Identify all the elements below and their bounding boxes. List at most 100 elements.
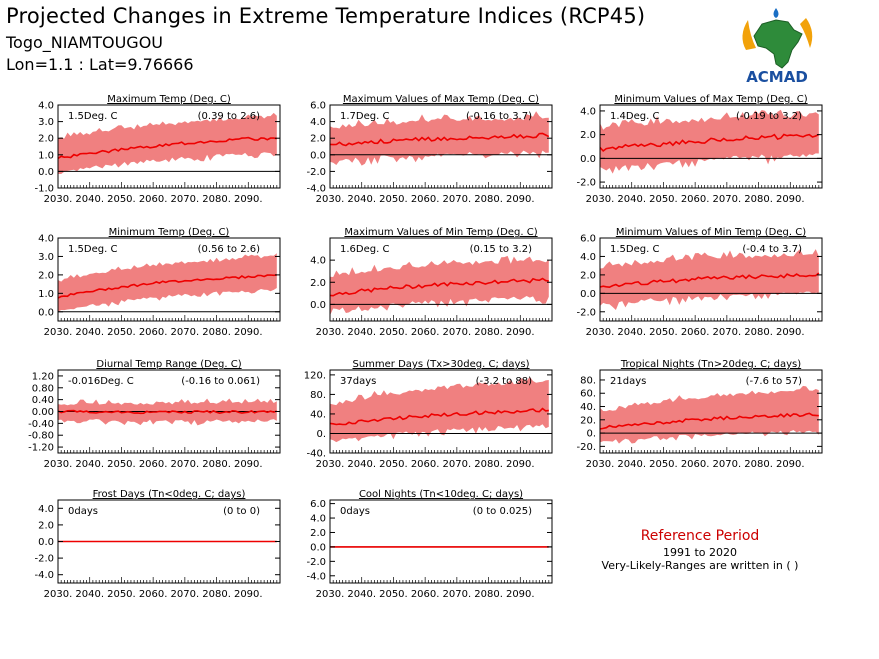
- x-tick-label: 2070.: [443, 194, 472, 205]
- x-tick-label: 2070.: [171, 459, 200, 470]
- y-tick-label: 60.: [580, 389, 596, 400]
- station-coordinates: Lon=1.1 : Lat=9.76666: [6, 55, 194, 74]
- chart-summary-value: 1.7Deg. C: [340, 111, 389, 122]
- y-tick-label: 2.0: [38, 520, 54, 531]
- y-tick-label: 2.0: [38, 270, 54, 281]
- median-line: [599, 133, 820, 152]
- x-tick-label: 2090.: [234, 589, 263, 600]
- chart-title: Tropical Nights (Tn>20deg. C; days): [620, 359, 801, 370]
- x-tick-label: 2030.: [44, 194, 73, 205]
- station-name: Togo_NIAMTOUGOU: [6, 33, 164, 52]
- chart-panel: 4.0 3.0 2.0 1.0 0.0 2030. 2040. 2050. 2060. 2070.…: [38, 227, 281, 338]
- x-tick-label: 2030.: [44, 589, 73, 600]
- x-tick-label: 2040.: [347, 327, 376, 338]
- x-tick-label: 2090.: [776, 459, 805, 470]
- y-tick-label: 80.: [310, 390, 326, 401]
- x-tick-label: 2090.: [776, 327, 805, 338]
- median-line: [329, 407, 549, 426]
- x-tick-label: 2090.: [506, 589, 535, 600]
- y-tick-label: -0.80: [28, 431, 54, 442]
- x-tick-label: 2030.: [44, 459, 73, 470]
- x-tick-label: 2080.: [202, 589, 231, 600]
- y-tick-label: 6.0: [310, 499, 326, 510]
- y-tick-label: 80.: [580, 375, 596, 386]
- x-tick-label: 2080.: [474, 459, 503, 470]
- x-tick-label: 2030.: [316, 327, 345, 338]
- y-tick-label: 2.0: [580, 270, 596, 281]
- x-tick-label: 2050.: [649, 327, 678, 338]
- y-tick-label: -2.0: [306, 557, 326, 568]
- y-tick-label: 6.0: [310, 101, 326, 112]
- chart-summary-value: 1.5Deg. C: [68, 111, 117, 122]
- y-tick-label: -20.: [576, 442, 596, 453]
- x-tick-label: 2090.: [506, 327, 535, 338]
- x-tick-label: 2050.: [379, 459, 408, 470]
- y-tick-label: -4.0: [34, 570, 54, 581]
- water-drop-icon: [773, 8, 779, 18]
- y-tick-label: 0.80: [32, 383, 54, 394]
- chart-panel: 4.0 2.0 0.0 2030. 2040. 2050. 2060. 2070. 2080. 2…: [310, 227, 553, 338]
- x-tick-label: 2040.: [75, 194, 104, 205]
- likely-range-band: [58, 112, 277, 174]
- chart-title: Summer Days (Tx>30deg. C; days): [352, 359, 529, 370]
- y-tick-label: 0.0: [580, 154, 596, 165]
- x-tick-label: 2060.: [411, 194, 440, 205]
- x-tick-label: 2050.: [107, 589, 136, 600]
- x-tick-label: 2090.: [776, 194, 805, 205]
- x-tick-label: 2080.: [202, 459, 231, 470]
- x-tick-label: 2060.: [411, 589, 440, 600]
- y-tick-label: 0.00: [32, 407, 54, 418]
- chart-likely-range: (-0.16 to 3.7): [466, 111, 532, 122]
- x-tick-label: 2050.: [107, 327, 136, 338]
- median-line: [599, 272, 820, 289]
- x-tick-label: 2030.: [586, 194, 615, 205]
- chart-likely-range: (-7.6 to 57): [746, 376, 803, 387]
- chart-likely-range: (0.39 to 2.6): [198, 111, 260, 122]
- x-tick-label: 2050.: [379, 194, 408, 205]
- median-line: [329, 277, 549, 297]
- chart-likely-range: (-0.16 to 0.061): [181, 376, 260, 387]
- y-tick-label: 4.0: [580, 252, 596, 263]
- y-tick-label: 4.0: [310, 256, 326, 267]
- y-tick-label: 4.0: [38, 234, 54, 245]
- x-tick-label: 2080.: [474, 327, 503, 338]
- x-tick-label: 2070.: [443, 327, 472, 338]
- africa-map-icon: [753, 19, 803, 69]
- x-tick-label: 2070.: [713, 194, 742, 205]
- chart-likely-range: (-0.4 to 3.7): [742, 244, 802, 255]
- x-tick-label: 2050.: [379, 327, 408, 338]
- median-line: [57, 409, 278, 415]
- y-tick-label: 20.: [580, 415, 596, 426]
- y-tick-label: -2.0: [34, 554, 54, 565]
- x-tick-label: 2030.: [586, 327, 615, 338]
- acmad-logo: ACMAD: [742, 8, 813, 86]
- y-tick-label: 6.0: [580, 234, 596, 245]
- x-tick-label: 2040.: [75, 459, 104, 470]
- y-tick-label: -1.0: [34, 184, 54, 195]
- chart-title: Maximum Values of Min Temp (Deg. C): [344, 227, 537, 238]
- y-tick-label: 0.0: [310, 542, 326, 553]
- x-tick-label: 2040.: [617, 327, 646, 338]
- chart-title: Minimum Values of Max Temp (Deg. C): [614, 94, 807, 105]
- x-tick-label: 2040.: [617, 194, 646, 205]
- x-tick-label: 2060.: [139, 459, 168, 470]
- y-tick-label: 2.0: [310, 134, 326, 145]
- x-tick-label: 2040.: [617, 459, 646, 470]
- x-tick-label: 2090.: [234, 194, 263, 205]
- reference-legend: Reference Period 1991 to 2020 Very-Likel…: [560, 528, 840, 572]
- y-tick-label: 2.0: [38, 134, 54, 145]
- x-tick-label: 2030.: [316, 459, 345, 470]
- x-tick-label: 2080.: [474, 194, 503, 205]
- y-tick-label: 1.0: [38, 289, 54, 300]
- x-tick-label: 2080.: [744, 194, 773, 205]
- x-tick-label: 2040.: [347, 194, 376, 205]
- x-tick-label: 2060.: [139, 589, 168, 600]
- chart-summary-value: -0.016Deg. C: [68, 376, 134, 387]
- y-tick-label: 0.0: [38, 537, 54, 548]
- x-tick-label: 2070.: [171, 327, 200, 338]
- x-tick-label: 2060.: [681, 194, 710, 205]
- chart-summary-value: 1.4Deg. C: [610, 111, 659, 122]
- y-tick-label: 1.0: [38, 150, 54, 161]
- y-tick-label: 2.0: [580, 130, 596, 141]
